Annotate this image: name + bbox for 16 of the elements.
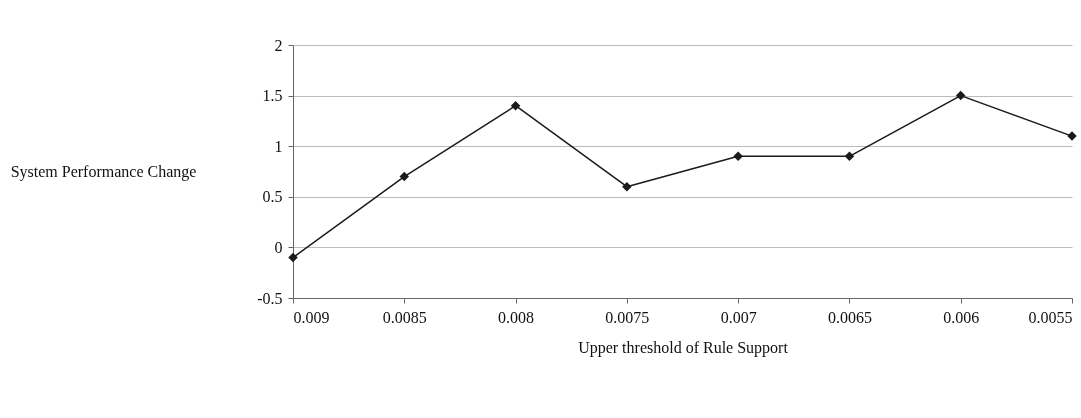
y-tick-label: -0.5 <box>257 289 283 307</box>
y-tick-label: 0.5 <box>262 188 283 206</box>
y-tick-label: 2 <box>274 36 283 54</box>
x-axis-title: Upper threshold of Rule Support <box>578 338 789 357</box>
y-axis-title: System Performance Change <box>10 162 197 181</box>
x-tick-label: 0.0065 <box>827 308 872 326</box>
y-tick-label: 1.5 <box>262 87 283 105</box>
x-tick-label: 0.0055 <box>1028 308 1073 326</box>
x-tick-label: 0.006 <box>943 308 980 326</box>
x-tick-label: 0.008 <box>498 308 535 326</box>
x-tick-label: 0.009 <box>293 308 330 326</box>
x-tick-label: 0.0085 <box>382 308 427 326</box>
y-tick-label: 1 <box>274 137 283 155</box>
x-tick-label: 0.0075 <box>605 308 650 326</box>
x-tick-label: 0.007 <box>720 308 757 326</box>
y-tick-label: 0 <box>274 238 283 256</box>
